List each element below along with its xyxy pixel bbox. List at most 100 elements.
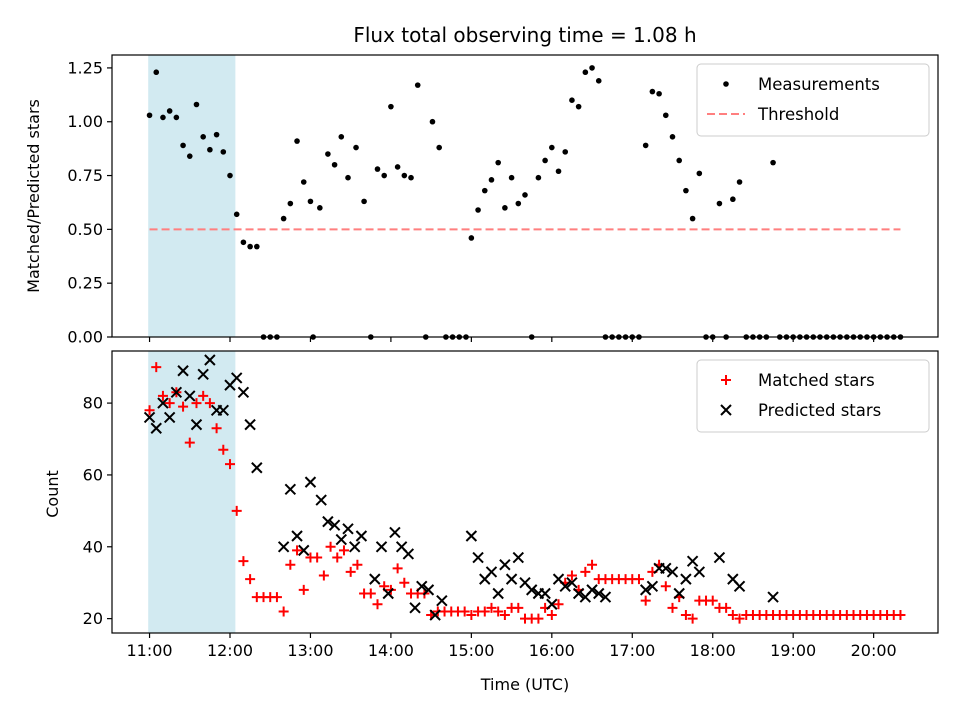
data-point [193, 101, 200, 108]
data-point [325, 541, 336, 552]
data-point [389, 526, 401, 539]
y-axis-label-ratio: Matched/Predicted stars [24, 99, 43, 293]
data-point [247, 243, 253, 250]
data-point [233, 211, 240, 218]
data-point [515, 200, 522, 207]
data-point [198, 390, 209, 401]
data-point [466, 610, 477, 621]
data-point [173, 114, 180, 121]
data-point [649, 88, 656, 95]
data-point [642, 142, 649, 149]
data-point [157, 397, 169, 409]
legend-label: Threshold [757, 105, 839, 124]
data-point [640, 595, 651, 606]
data-point [721, 602, 732, 613]
data-point [533, 613, 544, 624]
data-point [345, 174, 351, 181]
data-point [150, 422, 162, 434]
data-point [218, 444, 229, 455]
data-point [575, 103, 582, 110]
legend-box [696, 63, 930, 137]
data-point [673, 587, 685, 600]
data-point [680, 573, 692, 585]
data-point [285, 559, 296, 570]
data-point [546, 598, 558, 610]
y-tick-label: 1.25 [67, 58, 103, 77]
data-point [251, 462, 263, 474]
legend-label: Predicted stars [758, 401, 881, 420]
series-predicted-stars [143, 354, 779, 621]
data-point [414, 82, 421, 88]
legend-swatch [720, 404, 732, 416]
data-point [300, 179, 307, 185]
y-tick-label: 1.00 [67, 112, 103, 131]
data-point [475, 207, 481, 213]
data-point [416, 580, 428, 593]
data-point [338, 545, 349, 556]
data-point [733, 580, 746, 593]
data-point [401, 172, 408, 179]
data-point [231, 505, 242, 516]
data-point [382, 587, 394, 600]
data-point [213, 131, 220, 138]
data-point [502, 205, 508, 211]
data-point [178, 401, 189, 412]
data-point [345, 566, 356, 577]
data-point [277, 541, 290, 553]
data-point [312, 552, 323, 563]
data-point [580, 566, 591, 577]
x-tick-label: 15:00 [448, 641, 494, 660]
data-point [667, 602, 678, 613]
data-point [322, 515, 334, 528]
data-point [278, 606, 289, 617]
data-point [271, 592, 282, 603]
y-tick-label: 0.25 [67, 274, 103, 293]
y-tick-label: 0.50 [67, 220, 103, 239]
y-tick-label: 60 [83, 465, 103, 484]
data-point [394, 164, 401, 170]
data-point [170, 386, 183, 399]
x-tick-label: 17:00 [609, 641, 655, 660]
data-point [284, 483, 297, 496]
data-point [539, 587, 551, 600]
data-point [662, 112, 669, 119]
data-point [180, 142, 186, 149]
data-point [163, 411, 176, 424]
data-point [225, 459, 235, 470]
y-tick-label: 80 [83, 394, 103, 413]
data-point [374, 166, 381, 172]
data-point [713, 551, 726, 564]
data-point [656, 90, 662, 97]
data-point [160, 114, 166, 121]
data-point [582, 69, 589, 76]
data-point [220, 149, 227, 155]
data-point [468, 235, 475, 241]
data-point [770, 159, 776, 166]
data-point [332, 552, 343, 563]
data-point [589, 65, 595, 71]
data-point [287, 200, 294, 207]
data-point [207, 146, 213, 153]
data-point [402, 548, 415, 560]
data-point [244, 418, 256, 431]
data-point [381, 172, 388, 179]
data-point [512, 551, 525, 564]
data-point [217, 404, 230, 416]
data-point [660, 581, 671, 592]
data-point [331, 161, 338, 168]
data-point [353, 144, 359, 151]
x-tick-label: 14:00 [368, 641, 414, 660]
data-point [372, 599, 383, 610]
data-point [522, 192, 528, 198]
data-point [479, 606, 490, 617]
data-point [190, 418, 203, 431]
count-panel: Count Time (UTC) 20 40 60 80 11:00 12:00 13:00… [43, 350, 939, 694]
data-point [553, 599, 564, 610]
data-point [436, 144, 442, 151]
legend: Measurements Threshold [696, 63, 930, 137]
data-point [683, 187, 689, 194]
data-point [388, 103, 394, 110]
data-point [572, 587, 585, 600]
data-point [499, 559, 511, 571]
